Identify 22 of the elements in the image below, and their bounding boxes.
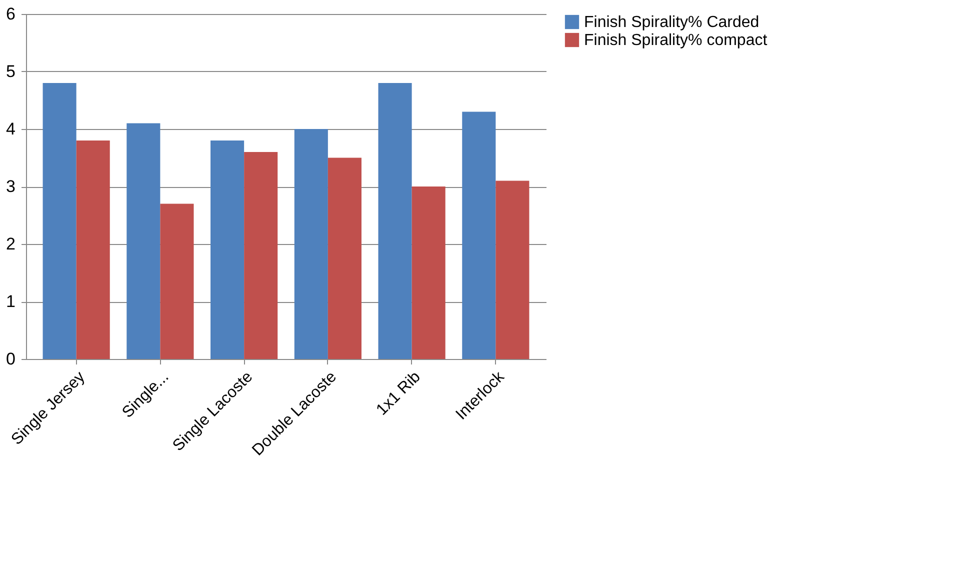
bar: [328, 158, 362, 359]
bar: [210, 140, 244, 359]
bar: [496, 180, 530, 359]
bar: [462, 112, 496, 359]
y-tick-label: 4: [6, 120, 16, 138]
y-tick-label: 5: [6, 62, 16, 81]
bar: [76, 140, 110, 359]
y-tick-label: 0: [6, 350, 16, 368]
legend-label: Finish Spirality% Carded: [584, 14, 760, 31]
bar: [160, 204, 194, 359]
y-tick-label: 2: [6, 234, 16, 254]
y-tick-label: 6: [6, 4, 16, 24]
bar: [378, 83, 412, 359]
legend-label: Finish Spirality% compact: [584, 32, 768, 49]
bar: [294, 129, 328, 359]
y-tick-label: 1: [6, 292, 16, 311]
bar: [126, 123, 160, 359]
bar: [244, 152, 278, 359]
y-tick-label: 3: [6, 177, 16, 196]
x-tick-label: 1x1 Rib: [373, 368, 424, 419]
bar: [412, 186, 446, 359]
bar: [42, 83, 76, 359]
